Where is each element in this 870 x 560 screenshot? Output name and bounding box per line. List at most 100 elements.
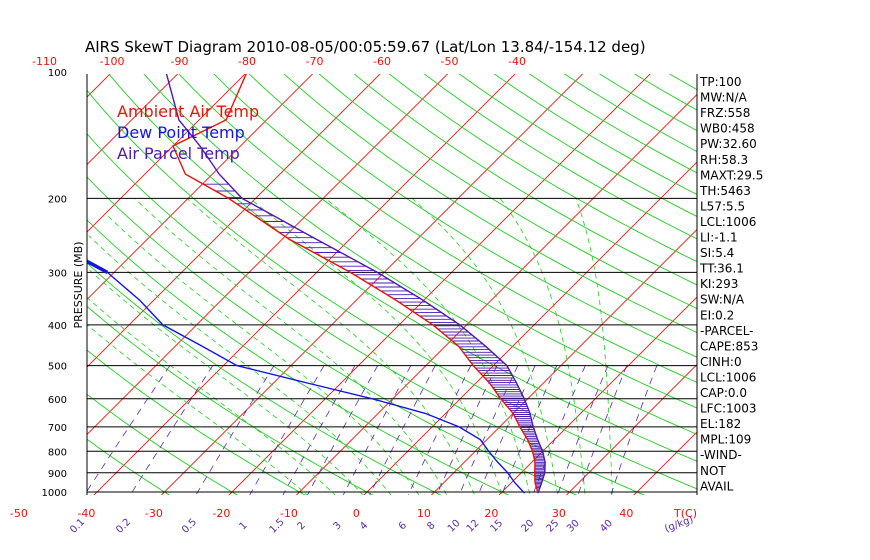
dry-adiabat-line	[528, 74, 697, 174]
stats-entry: KI:293	[700, 277, 738, 291]
plot-area	[87, 72, 870, 503]
moist-adiabat-line	[325, 198, 531, 495]
isotherm-line	[87, 74, 246, 233]
stats-entry: -WIND-	[700, 448, 742, 462]
parcel-temp-profile	[165, 74, 546, 494]
isotherm-line	[87, 74, 314, 301]
mixing-ratio-label: 10	[446, 518, 463, 535]
mixing-ratio-label: 0.5	[180, 517, 199, 536]
legend-entry: Ambient Air Temp	[117, 102, 259, 121]
mixing-ratio-label: 6	[397, 520, 409, 532]
moist-adiabat-line	[87, 297, 336, 495]
isotherm-line	[498, 296, 697, 495]
top-temp-tick-label: -100	[100, 55, 125, 68]
dry-adiabat-line	[248, 74, 697, 358]
legend: Ambient Air Temp Dew Point Temp Air Parcel…	[117, 102, 259, 163]
stats-entry: LCL:1006	[700, 215, 756, 229]
mixing-ratio-label: 0.2	[114, 517, 133, 536]
isotherm-line	[295, 93, 697, 495]
top-temp-tick-label: -110	[32, 55, 57, 68]
stats-entry: WB0:458	[700, 122, 755, 136]
stats-entry: NOT	[700, 464, 726, 478]
legend-entry: Air Parcel Temp	[117, 144, 240, 163]
moist-adiabat-line	[88, 235, 392, 495]
mixing-ratio-line	[407, 365, 472, 495]
stats-entry: EL:182	[700, 417, 741, 431]
dry-adiabat-line	[143, 74, 697, 435]
moist-adiabat-line	[107, 215, 420, 495]
stats-entry: MAXT:29.5	[700, 168, 763, 182]
top-temp-tick-label: -70	[306, 55, 324, 68]
stats-entry: CINH:0	[700, 355, 742, 369]
stats-entry: SW:N/A	[700, 293, 745, 307]
isotherm-line	[93, 74, 516, 495]
mixing-ratio-line	[342, 365, 412, 495]
isotherm-line	[87, 74, 111, 98]
stats-entry: TT:36.1	[699, 262, 744, 276]
ambient-temp-profile	[172, 74, 539, 494]
mixing-ratio-line	[129, 365, 214, 495]
isotherm-line	[160, 74, 584, 495]
bottom-temp-tick-label: -50	[10, 507, 28, 520]
dry-adiabat-line	[318, 74, 697, 309]
bottom-temp-tick-label: -30	[145, 507, 163, 520]
moist-adiabat-line	[186, 198, 476, 495]
top-temp-tick-label: -60	[373, 55, 391, 68]
dry-adiabat-line	[108, 74, 697, 462]
mixing-ratio-label: 2	[296, 520, 308, 532]
stats-entry: -PARCEL-	[700, 324, 754, 338]
pressure-tick-label: 100	[48, 68, 67, 79]
top-temp-tick-label: -90	[171, 55, 189, 68]
dewpoint-bold-segment	[87, 259, 109, 274]
stats-entry: TH:5463	[699, 184, 751, 198]
bottom-temp-tick-label: 10	[417, 507, 431, 520]
pressure-tick-label: 600	[48, 395, 67, 406]
mixing-ratio-line	[436, 365, 498, 495]
stats-entry: LI:-1.1	[700, 231, 738, 245]
dry-adiabat-line	[493, 74, 697, 196]
moist-adiabat-line	[87, 267, 364, 495]
stats-entry: CAPE:853	[700, 339, 758, 353]
pressure-tick-label: 300	[48, 268, 67, 279]
mixing-ratio-line	[282, 365, 356, 495]
stats-entry: MW:N/A	[700, 91, 748, 105]
stats-entry: L57:5.5	[700, 199, 745, 213]
y-axis-label: PRESSURE (MB)	[72, 242, 85, 329]
moist-adiabat-line	[134, 198, 448, 495]
pressure-tick-label: 900	[48, 469, 67, 480]
mixing-ratio-label: 1	[237, 520, 249, 532]
dewpoint-profile	[87, 260, 526, 494]
isotherm-line	[87, 74, 381, 368]
stats-entry: CAP:0.0	[700, 386, 747, 400]
stats-entry: FRZ:558	[700, 106, 750, 120]
mixing-ratio-label: 4	[358, 520, 370, 532]
stats-entry: SI:5.4	[700, 246, 734, 260]
legend-entry: Dew Point Temp	[117, 123, 245, 142]
pressure-tick-label: 1000	[42, 488, 67, 499]
mixing-ratio-line	[87, 365, 171, 492]
mixing-ratio-line	[249, 365, 325, 495]
dry-adiabat-line	[771, 72, 870, 503]
dry-adiabat-line	[353, 74, 697, 286]
dry-adiabat-line	[178, 74, 697, 409]
bottom-temp-tick-label: 40	[619, 507, 633, 520]
pressure-tick-label: 200	[48, 194, 67, 205]
mixing-ratio-line	[501, 365, 558, 495]
pressure-tick-label: 700	[48, 423, 67, 434]
isotherm-line	[430, 228, 697, 495]
moist-adiabat-line	[411, 198, 559, 495]
pressure-tick-label: 500	[48, 362, 67, 373]
pressure-tick-label: 400	[48, 321, 67, 332]
bottom-temp-tick-label: 0	[353, 507, 360, 520]
isotherm-line	[228, 74, 651, 495]
top-temp-tick-label: -80	[238, 55, 256, 68]
moist-adiabat-line	[87, 324, 308, 495]
x-axis-label: T(C)	[673, 507, 697, 520]
stats-entry: EI:0.2	[700, 308, 734, 322]
mixing-ratio-label: 30	[565, 518, 582, 535]
mixing-ratio-label: 15	[488, 518, 505, 535]
mixing-ratio-line	[458, 365, 519, 495]
bottom-temp-tick-label: -40	[77, 507, 95, 520]
